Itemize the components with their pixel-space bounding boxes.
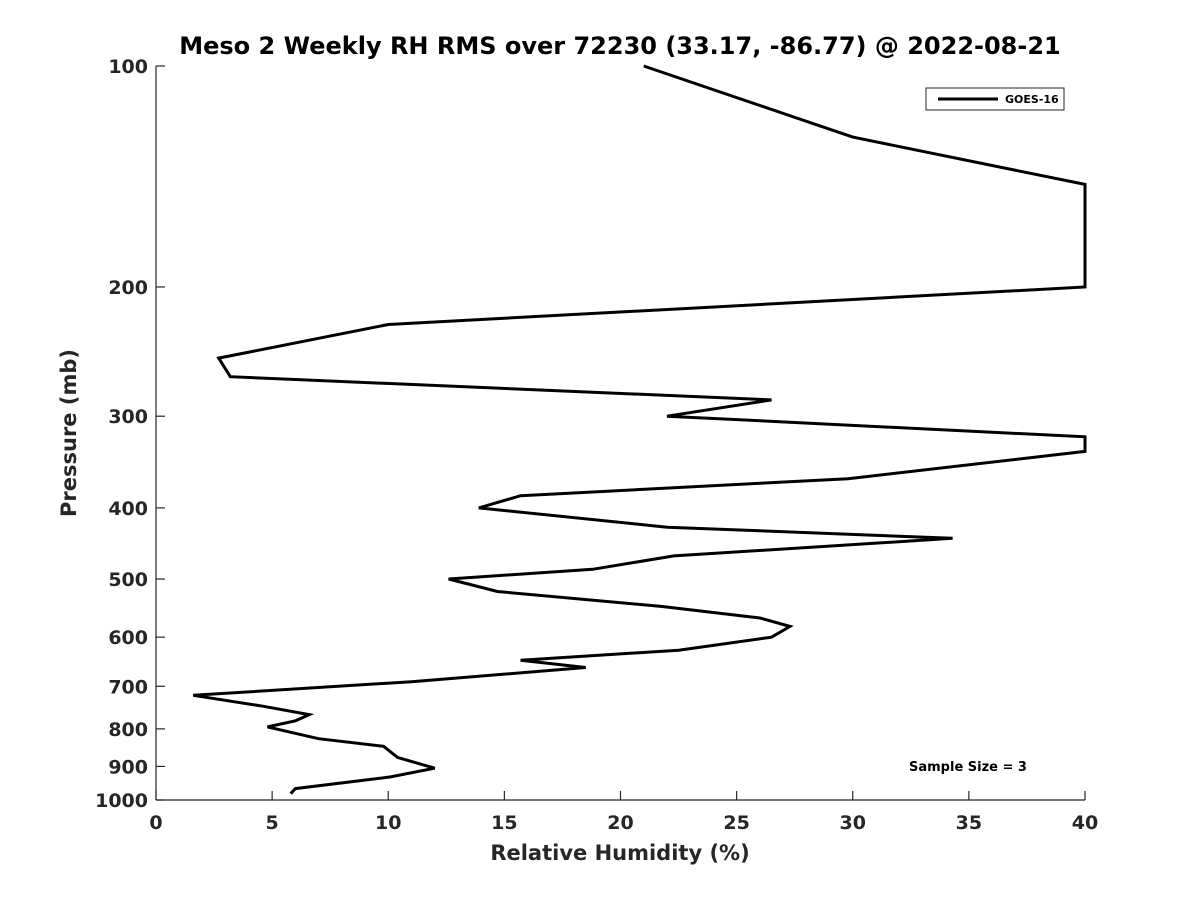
x-tick-label: 30 [840, 812, 866, 834]
y-tick-label: 800 [108, 719, 148, 741]
x-tick-label: 15 [491, 812, 517, 834]
x-tick-label: 0 [149, 812, 162, 834]
x-tick-label: 5 [266, 812, 279, 834]
x-tick-label: 25 [723, 812, 749, 834]
series-line-goes-16 [192, 64, 1087, 795]
chart-title: Meso 2 Weekly RH RMS over 72230 (33.17, … [179, 32, 1061, 60]
x-ticks: 0 5 10 15 20 25 30 35 40 [149, 791, 1098, 834]
x-axis-label: Relative Humidity (%) [490, 841, 749, 865]
y-tick-label: 700 [108, 676, 148, 698]
sample-size-annotation: Sample Size = 3 [909, 760, 1027, 775]
y-tick-label: 1000 [95, 790, 148, 812]
y-axis-label: Pressure (mb) [57, 349, 81, 517]
x-tick-label: 35 [956, 812, 982, 834]
y-tick-label: 500 [108, 569, 148, 591]
x-tick-label: 40 [1072, 812, 1098, 834]
x-tick-label: 20 [607, 812, 633, 834]
plot-area: 0 5 10 15 20 25 30 35 40 100 200 300 400 500 600 700 80… [95, 56, 1098, 834]
legend: GOES-16 [925, 87, 1065, 111]
y-tick-label: 300 [108, 406, 148, 428]
y-tick-label: 400 [108, 498, 148, 520]
y-tick-label: 600 [108, 627, 148, 649]
y-tick-label: 200 [108, 277, 148, 299]
x-tick-label: 10 [375, 812, 401, 834]
legend-label-goes-16: GOES-16 [1005, 93, 1059, 106]
y-tick-label: 900 [108, 756, 148, 778]
y-tick-label: 100 [108, 56, 148, 78]
y-ticks: 100 200 300 400 500 600 700 800 900 1000 [95, 56, 165, 812]
